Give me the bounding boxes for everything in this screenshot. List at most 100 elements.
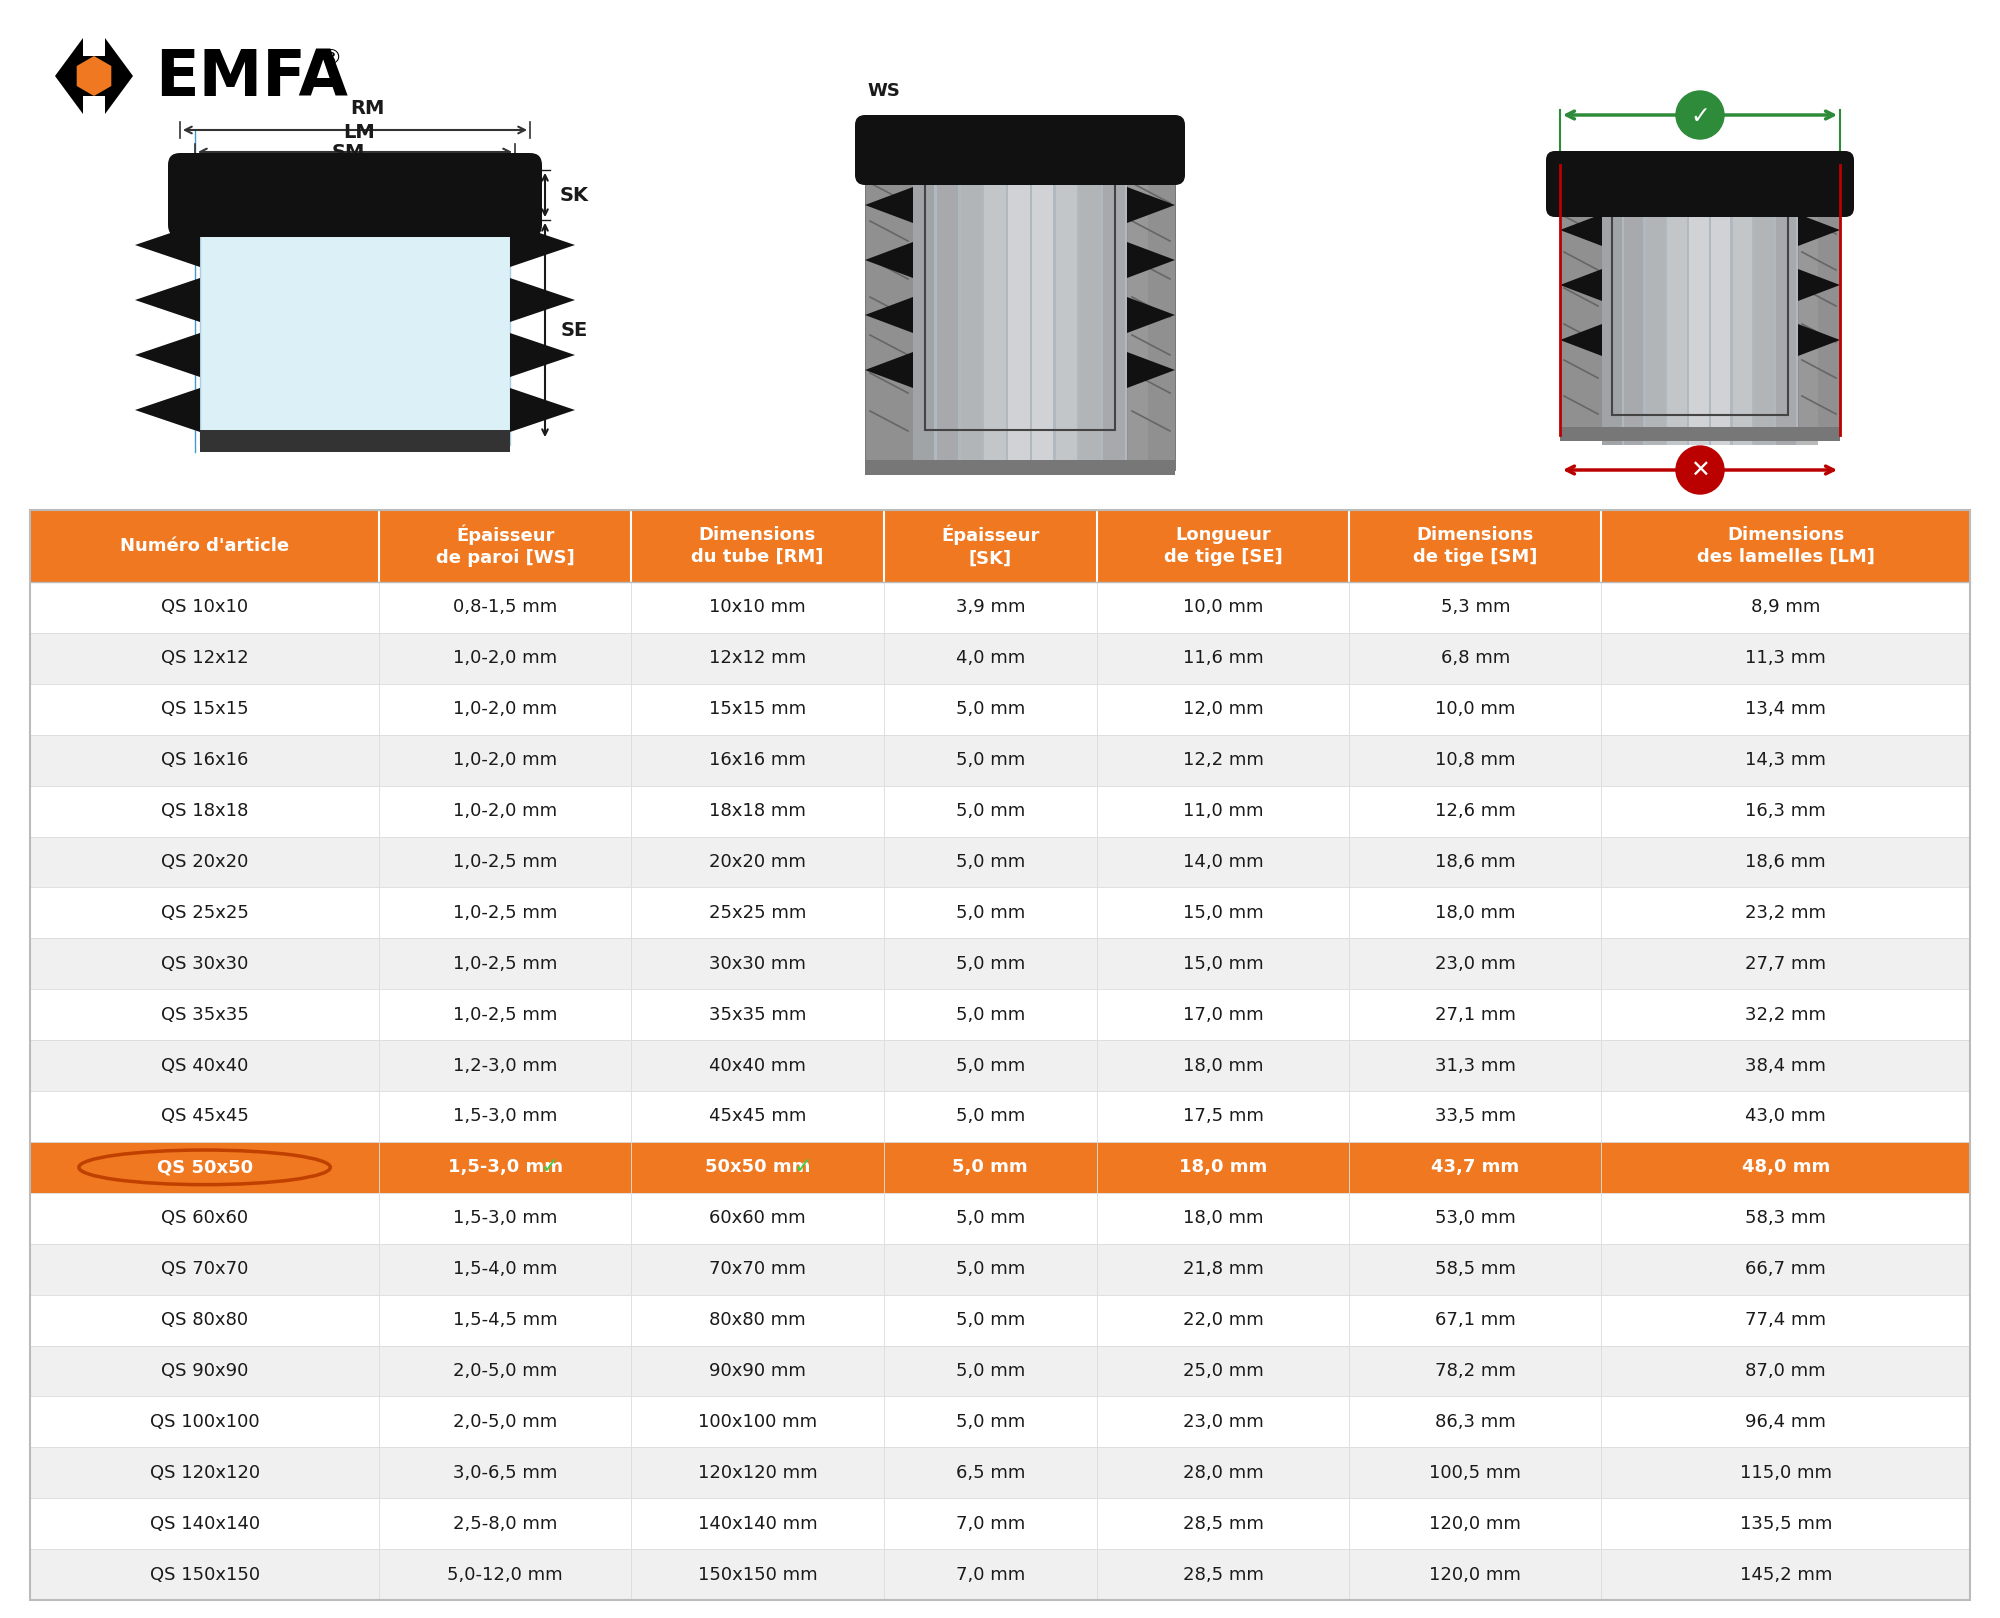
FancyBboxPatch shape: [884, 1396, 1096, 1446]
Text: 58,3 mm: 58,3 mm: [1746, 1209, 1826, 1226]
FancyBboxPatch shape: [632, 989, 884, 1040]
Text: 28,0 mm: 28,0 mm: [1182, 1464, 1264, 1482]
FancyBboxPatch shape: [380, 887, 632, 938]
FancyBboxPatch shape: [884, 1040, 1096, 1091]
FancyBboxPatch shape: [884, 684, 1096, 735]
Polygon shape: [1798, 269, 1840, 301]
FancyBboxPatch shape: [1546, 150, 1854, 217]
Text: QS 30x30: QS 30x30: [160, 955, 248, 972]
Polygon shape: [864, 188, 912, 223]
FancyBboxPatch shape: [1096, 1040, 1350, 1091]
FancyBboxPatch shape: [1096, 735, 1350, 786]
FancyBboxPatch shape: [1350, 1294, 1602, 1346]
FancyBboxPatch shape: [1350, 735, 1602, 786]
FancyBboxPatch shape: [380, 1346, 632, 1396]
FancyBboxPatch shape: [1602, 837, 1970, 887]
Text: QS 16x16: QS 16x16: [160, 751, 248, 769]
Text: 20x20 mm: 20x20 mm: [710, 853, 806, 870]
FancyBboxPatch shape: [1732, 201, 1752, 445]
Text: 18,6 mm: 18,6 mm: [1434, 853, 1516, 870]
FancyBboxPatch shape: [380, 1548, 632, 1600]
FancyBboxPatch shape: [200, 205, 510, 445]
Text: Dimensions
de tige [SM]: Dimensions de tige [SM]: [1414, 526, 1538, 566]
Text: 31,3 mm: 31,3 mm: [1434, 1057, 1516, 1074]
FancyBboxPatch shape: [1350, 1091, 1602, 1142]
FancyBboxPatch shape: [864, 129, 912, 469]
FancyBboxPatch shape: [632, 1091, 884, 1142]
Polygon shape: [1128, 353, 1176, 388]
FancyBboxPatch shape: [30, 1091, 380, 1142]
FancyBboxPatch shape: [380, 1294, 632, 1346]
FancyBboxPatch shape: [1798, 165, 1840, 435]
Text: 23,2 mm: 23,2 mm: [1746, 904, 1826, 922]
Text: 5,0 mm: 5,0 mm: [956, 1107, 1024, 1126]
FancyBboxPatch shape: [1668, 201, 1686, 445]
FancyBboxPatch shape: [1602, 1244, 1970, 1294]
Text: 5,0 mm: 5,0 mm: [956, 701, 1024, 718]
FancyBboxPatch shape: [1602, 1294, 1970, 1346]
FancyBboxPatch shape: [632, 1498, 884, 1548]
Text: ®: ®: [320, 49, 342, 68]
FancyBboxPatch shape: [30, 1244, 380, 1294]
FancyBboxPatch shape: [632, 1346, 884, 1396]
FancyBboxPatch shape: [1602, 633, 1970, 684]
Text: QS 50x50: QS 50x50: [156, 1158, 252, 1176]
Text: 5,0-12,0 mm: 5,0-12,0 mm: [448, 1566, 564, 1584]
Polygon shape: [1128, 188, 1176, 223]
FancyBboxPatch shape: [30, 735, 380, 786]
FancyBboxPatch shape: [1096, 1498, 1350, 1548]
Text: 10x10 mm: 10x10 mm: [710, 599, 806, 616]
Text: 77,4 mm: 77,4 mm: [1746, 1311, 1826, 1328]
Text: 35x35 mm: 35x35 mm: [708, 1006, 806, 1024]
Text: 25,0 mm: 25,0 mm: [1182, 1362, 1264, 1380]
Text: 40x40 mm: 40x40 mm: [710, 1057, 806, 1074]
Text: 70x70 mm: 70x70 mm: [710, 1260, 806, 1278]
Text: 100,5 mm: 100,5 mm: [1430, 1464, 1522, 1482]
Text: 30x30 mm: 30x30 mm: [710, 955, 806, 972]
Text: 120,0 mm: 120,0 mm: [1430, 1514, 1522, 1532]
FancyBboxPatch shape: [1602, 786, 1970, 837]
Text: 150x150 mm: 150x150 mm: [698, 1566, 818, 1584]
Text: 6,8 mm: 6,8 mm: [1440, 649, 1510, 667]
FancyBboxPatch shape: [884, 837, 1096, 887]
Text: 7,0 mm: 7,0 mm: [956, 1514, 1024, 1532]
Text: 11,6 mm: 11,6 mm: [1182, 649, 1264, 667]
Text: 86,3 mm: 86,3 mm: [1434, 1413, 1516, 1430]
Text: QS 120x120: QS 120x120: [150, 1464, 260, 1482]
FancyBboxPatch shape: [30, 989, 380, 1040]
Text: 5,0 mm: 5,0 mm: [956, 1311, 1024, 1328]
FancyBboxPatch shape: [1350, 1244, 1602, 1294]
FancyBboxPatch shape: [30, 1548, 380, 1600]
Polygon shape: [510, 333, 576, 377]
Text: QS 150x150: QS 150x150: [150, 1566, 260, 1584]
Text: 17,0 mm: 17,0 mm: [1182, 1006, 1264, 1024]
Text: RM: RM: [350, 99, 384, 118]
Text: 5,0 mm: 5,0 mm: [956, 1209, 1024, 1226]
FancyBboxPatch shape: [380, 938, 632, 989]
Text: 18,0 mm: 18,0 mm: [1178, 1158, 1268, 1176]
FancyBboxPatch shape: [30, 1498, 380, 1548]
FancyBboxPatch shape: [30, 1040, 380, 1091]
Text: 135,5 mm: 135,5 mm: [1740, 1514, 1832, 1532]
FancyBboxPatch shape: [1350, 1142, 1602, 1192]
Polygon shape: [1560, 269, 1602, 301]
FancyBboxPatch shape: [30, 1396, 380, 1446]
FancyBboxPatch shape: [960, 165, 982, 469]
Text: Numéro d'article: Numéro d'article: [120, 537, 290, 555]
Text: 0,8-1,5 mm: 0,8-1,5 mm: [454, 599, 558, 616]
Text: 2,0-5,0 mm: 2,0-5,0 mm: [454, 1413, 558, 1430]
Text: 33,5 mm: 33,5 mm: [1434, 1107, 1516, 1126]
FancyBboxPatch shape: [632, 938, 884, 989]
FancyBboxPatch shape: [380, 684, 632, 735]
Text: 3,0-6,5 mm: 3,0-6,5 mm: [454, 1464, 558, 1482]
FancyBboxPatch shape: [1602, 1498, 1970, 1548]
FancyBboxPatch shape: [884, 1346, 1096, 1396]
Text: 5,0 mm: 5,0 mm: [956, 853, 1024, 870]
FancyBboxPatch shape: [1754, 201, 1774, 445]
FancyBboxPatch shape: [1096, 1091, 1350, 1142]
FancyBboxPatch shape: [1560, 427, 1840, 442]
FancyBboxPatch shape: [30, 1346, 380, 1396]
FancyBboxPatch shape: [30, 938, 380, 989]
Text: 2,5-8,0 mm: 2,5-8,0 mm: [454, 1514, 558, 1532]
FancyBboxPatch shape: [1350, 938, 1602, 989]
